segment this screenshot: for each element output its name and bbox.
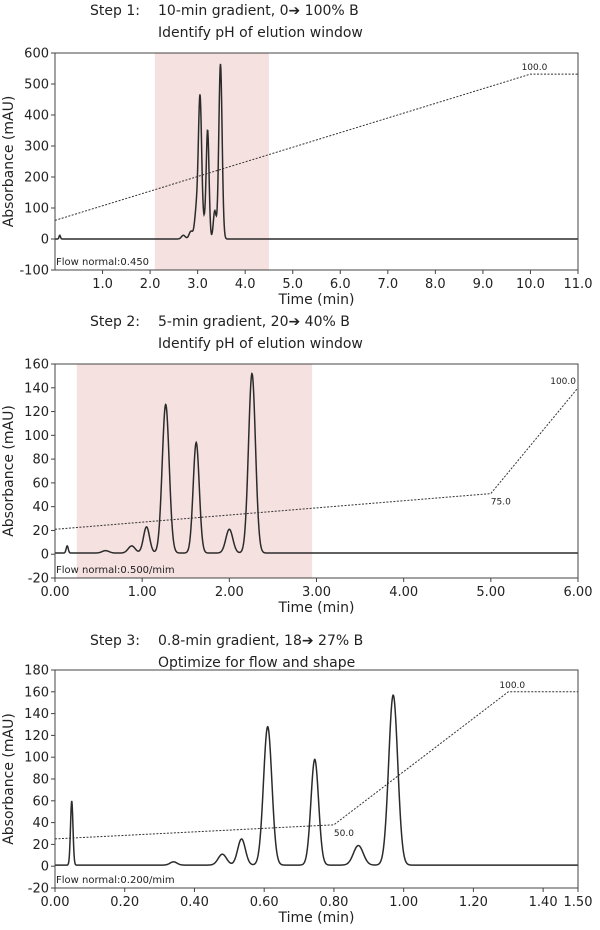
x-tick-label: 5.0 [282, 277, 303, 292]
x-tick-label: 1.50 [564, 895, 593, 910]
y-tick-label: 180 [24, 664, 49, 679]
x-tick-label: 0.20 [110, 895, 139, 910]
plot-frame [54, 52, 579, 271]
y-tick-label: 100 [24, 202, 49, 217]
chart-title: 10-min gradient, 0➔ 100% B [158, 3, 359, 19]
x-tick-label: 0.40 [180, 895, 209, 910]
y-tick-label: 160 [24, 358, 49, 373]
gradient-annotation: 100.0 [522, 63, 548, 73]
chromatogram-step-2: 0.00 1.00 2.00 3.00 4.00 5.00 6.00 -20 0 20 40 60 80… [1, 358, 593, 617]
x-axis-label: Time (min) [277, 910, 354, 926]
y-tick-label: 60 [32, 476, 49, 491]
flow-label: Flow normal:0.450 [56, 257, 149, 268]
step-label: Step 2: [90, 314, 140, 330]
x-tick-label: 1.40 [529, 895, 558, 910]
y-tick-label: 60 [32, 794, 49, 809]
x-axis-label: Time (min) [277, 600, 354, 616]
flow-label: Flow normal:0.500/mim [56, 565, 175, 576]
y-tick-label: 80 [32, 773, 49, 788]
y-tick-label: 100 [24, 429, 49, 444]
y-tick-label: 500 [24, 78, 49, 93]
chart-panel-step-1: Step 1: 10-min gradient, 0➔ 100% B Ident… [0, 0, 600, 310]
x-tick-label: 4.0 [235, 277, 256, 292]
x-tick-label: 3.0 [187, 277, 208, 292]
x-tick-label: 0.60 [250, 895, 279, 910]
x-tick-label: 7.0 [377, 277, 398, 292]
x-tick-label: 6.0 [330, 277, 351, 292]
gradient-line [54, 73, 578, 221]
chart-panel-step-3: Step 3: 0.8-min gradient, 18➔ 27% B Opti… [0, 620, 600, 930]
y-tick-label: 40 [32, 816, 49, 831]
y-tick-label: -20 [28, 572, 49, 587]
chromatogram-trace [55, 63, 578, 240]
x-tick-label: 2.0 [140, 277, 161, 292]
y-tick-label: 40 [32, 500, 49, 515]
chart-title: 5-min gradient, 20➔ 40% B [158, 314, 350, 330]
y-tick-label: 0 [41, 233, 49, 248]
chromatogram-trace [55, 694, 578, 866]
x-tick-label: 10.0 [516, 277, 545, 292]
x-tick-label: 1.0 [92, 277, 113, 292]
gradient-annotation: 50.0 [334, 829, 354, 839]
y-tick-label: 400 [24, 109, 49, 124]
chromatogram-step-1: 1.0 2.0 3.0 4.0 5.0 6.0 7.0 8.0 9.0 10.0 11.0 -100 0… [1, 47, 593, 309]
y-tick-label: 120 [24, 729, 49, 744]
y-tick-label: 120 [24, 405, 49, 420]
y-axis-label: Absorbance (mAU) [1, 713, 17, 845]
y-axis-label: Absorbance (mAU) [1, 96, 17, 228]
x-tick-label: 3.00 [302, 585, 331, 600]
x-tick-label: 1.00 [389, 895, 418, 910]
x-axis-label: Time (min) [277, 292, 354, 308]
y-tick-label: -100 [19, 264, 49, 279]
gradient-line [54, 691, 578, 840]
x-tick-label: 8.0 [425, 277, 446, 292]
x-tick-label: 1.00 [128, 585, 157, 600]
gradient-annotation: 75.0 [491, 498, 511, 508]
x-tick-label: 2.00 [215, 585, 244, 600]
step-label: Step 3: [90, 633, 140, 649]
x-tick-label: 5.00 [476, 585, 505, 600]
elution-window-highlight [154, 53, 269, 270]
chart-subtitle: Optimize for flow and shape [158, 655, 356, 671]
y-tick-label: 600 [24, 47, 49, 62]
y-tick-label: 20 [32, 524, 49, 539]
x-tick-label: 9.0 [473, 277, 494, 292]
y-tick-label: 0 [41, 548, 49, 563]
y-axis-label: Absorbance (mAU) [1, 405, 17, 537]
chart-panel-step-2: Step 2: 5-min gradient, 20➔ 40% B Identi… [0, 310, 600, 620]
y-tick-label: 160 [24, 685, 49, 700]
chart-title: 0.8-min gradient, 18➔ 27% B [158, 633, 364, 649]
chart-subtitle: Identify pH of elution window [158, 336, 363, 352]
gradient-annotation: 100.0 [499, 681, 525, 691]
flow-label: Flow normal:0.200/mim [56, 875, 175, 886]
x-tick-label: 0.00 [41, 895, 70, 910]
y-tick-label: 100 [24, 751, 49, 766]
x-tick-label: 0.00 [41, 585, 70, 600]
y-tick-label: 0 [41, 860, 49, 875]
chromatogram-step-3: 0.00 0.20 0.40 0.60 0.80 1.00 1.20 1.40 1.50 -20 0… [1, 664, 593, 927]
y-tick-label: -20 [28, 882, 49, 897]
chart-subtitle: Identify pH of elution window [158, 25, 363, 41]
y-tick-label: 140 [24, 381, 49, 396]
gradient-line [54, 387, 579, 530]
x-tick-label: 1.20 [459, 895, 488, 910]
y-tick-label: 20 [32, 838, 49, 853]
x-tick-label: 4.00 [389, 585, 418, 600]
gradient-annotation: 100.0 [550, 377, 576, 387]
x-tick-label: 11.0 [564, 277, 593, 292]
y-tick-label: 300 [24, 140, 49, 155]
chromatogram-trace [55, 372, 578, 554]
y-tick-label: 80 [32, 453, 49, 468]
step-label: Step 1: [90, 3, 140, 19]
x-tick-label: 6.00 [564, 585, 593, 600]
x-tick-label: 0.80 [319, 895, 348, 910]
y-tick-label: 140 [24, 707, 49, 722]
y-tick-label: 200 [24, 171, 49, 186]
